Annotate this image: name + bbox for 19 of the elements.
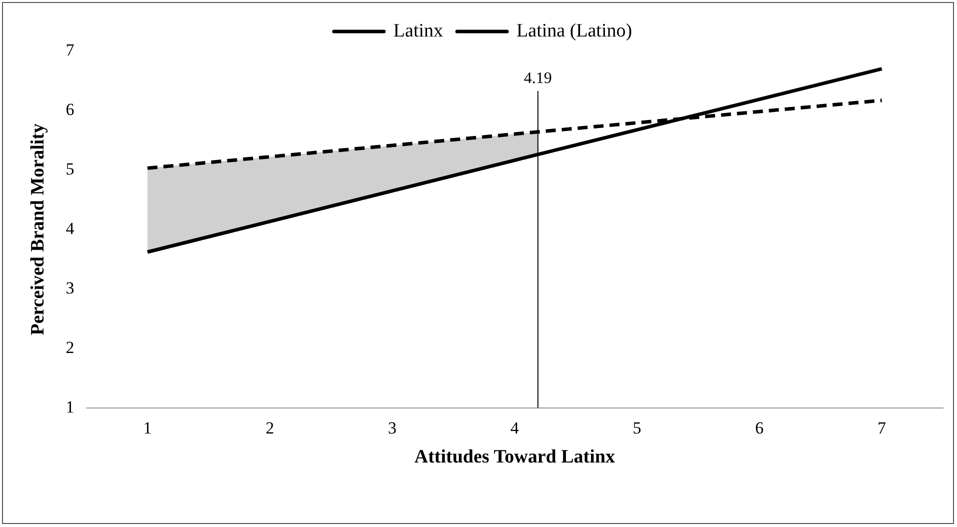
legend-label: Latina (Latino)	[516, 20, 632, 42]
x-tick-label: 6	[755, 418, 764, 438]
x-tick-label: 7	[878, 418, 887, 438]
ref-line-label: 4.19	[524, 70, 552, 88]
x-tick-label: 2	[266, 418, 274, 438]
x-axis-title: Attitudes Toward Latinx	[414, 446, 616, 468]
y-tick-label: 6	[66, 100, 74, 119]
x-tick-label: 3	[388, 418, 397, 438]
y-tick-label: 1	[66, 397, 74, 416]
y-tick-label: 4	[66, 218, 75, 238]
x-tick-label: 4	[510, 418, 520, 438]
y-tick-label: 7	[66, 40, 75, 60]
y-axis-title: Perceived Brand Morality	[27, 123, 48, 336]
y-tick-label: 3	[66, 278, 74, 298]
x-tick-label: 1	[143, 418, 152, 438]
x-tick-label: 5	[632, 418, 642, 438]
legend-label: Latinx	[393, 20, 444, 42]
y-tick-label: 2	[66, 338, 74, 357]
y-tick-label: 5	[66, 159, 74, 178]
